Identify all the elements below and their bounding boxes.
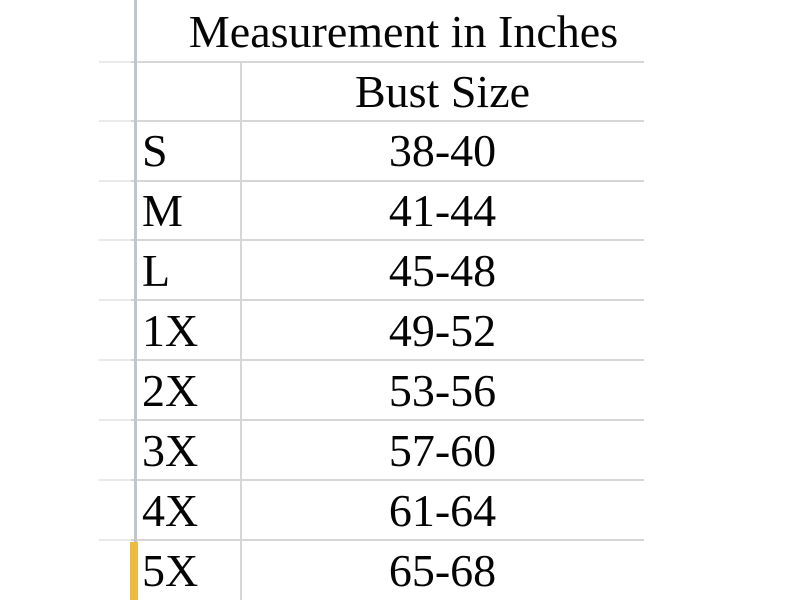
grid-line-horizontal-extension bbox=[99, 61, 131, 63]
table-row: 1X 49-52 bbox=[137, 301, 644, 361]
table-row: 2X 53-56 bbox=[137, 361, 644, 421]
table-left-border-line bbox=[134, 0, 137, 600]
bust-size-value-cell: 38-40 bbox=[388, 125, 497, 177]
grid-line-horizontal bbox=[131, 120, 644, 122]
row-highlight-bar bbox=[130, 542, 138, 600]
bust-size-value-cell: 53-56 bbox=[388, 364, 497, 416]
grid-line-horizontal bbox=[131, 239, 644, 241]
grid-line-horizontal bbox=[131, 479, 644, 481]
table-row: M 41-44 bbox=[137, 181, 644, 241]
chart-title: Measurement in Inches bbox=[188, 5, 619, 57]
grid-line-horizontal-extension bbox=[99, 419, 131, 421]
column-divider-line bbox=[240, 62, 242, 600]
bust-size-value-cell: 45-48 bbox=[388, 245, 497, 297]
bust-size-value-cell: 41-44 bbox=[388, 185, 497, 237]
grid-line-horizontal-extension bbox=[99, 299, 131, 301]
grid-line-horizontal-extension bbox=[99, 539, 131, 541]
grid-line-horizontal-extension bbox=[99, 479, 131, 481]
size-cell: 5X bbox=[142, 544, 199, 596]
grid-line-horizontal-extension bbox=[99, 180, 131, 182]
size-cell: 2X bbox=[142, 364, 199, 416]
table-row: 4X 61-64 bbox=[137, 480, 644, 540]
size-cell: 3X bbox=[142, 424, 199, 476]
bust-size-value-cell: 65-68 bbox=[388, 544, 497, 596]
size-cell: 1X bbox=[142, 305, 199, 357]
grid-line-horizontal bbox=[131, 539, 644, 541]
table-row: 3X 57-60 bbox=[137, 420, 644, 480]
column-header-bust-size: Bust Size bbox=[354, 66, 531, 117]
grid-line-horizontal bbox=[131, 359, 644, 361]
bust-size-value-cell: 49-52 bbox=[388, 305, 497, 357]
grid-line-horizontal bbox=[131, 61, 644, 63]
grid-line-horizontal-extension bbox=[99, 120, 131, 122]
grid-line-horizontal bbox=[131, 419, 644, 421]
grid-line-horizontal-extension bbox=[99, 239, 131, 241]
bust-size-value-cell: 57-60 bbox=[388, 424, 497, 476]
table-body: S 38-40 M 41-44 L 45-48 1X 49-52 2X 53-56 3X 57-60 4… bbox=[137, 121, 644, 600]
table-row: S 38-40 bbox=[137, 121, 644, 181]
size-cell: 4X bbox=[142, 484, 199, 536]
grid-line-horizontal-extension bbox=[99, 359, 131, 361]
grid-line-horizontal bbox=[131, 299, 644, 301]
size-cell: S bbox=[142, 125, 168, 177]
size-cell: L bbox=[142, 245, 171, 297]
size-cell: M bbox=[142, 185, 183, 237]
grid-line-horizontal bbox=[131, 180, 644, 182]
table-row: L 45-48 bbox=[137, 241, 644, 301]
table-row: 5X 65-68 bbox=[137, 540, 644, 600]
bust-size-value-cell: 61-64 bbox=[388, 484, 497, 536]
